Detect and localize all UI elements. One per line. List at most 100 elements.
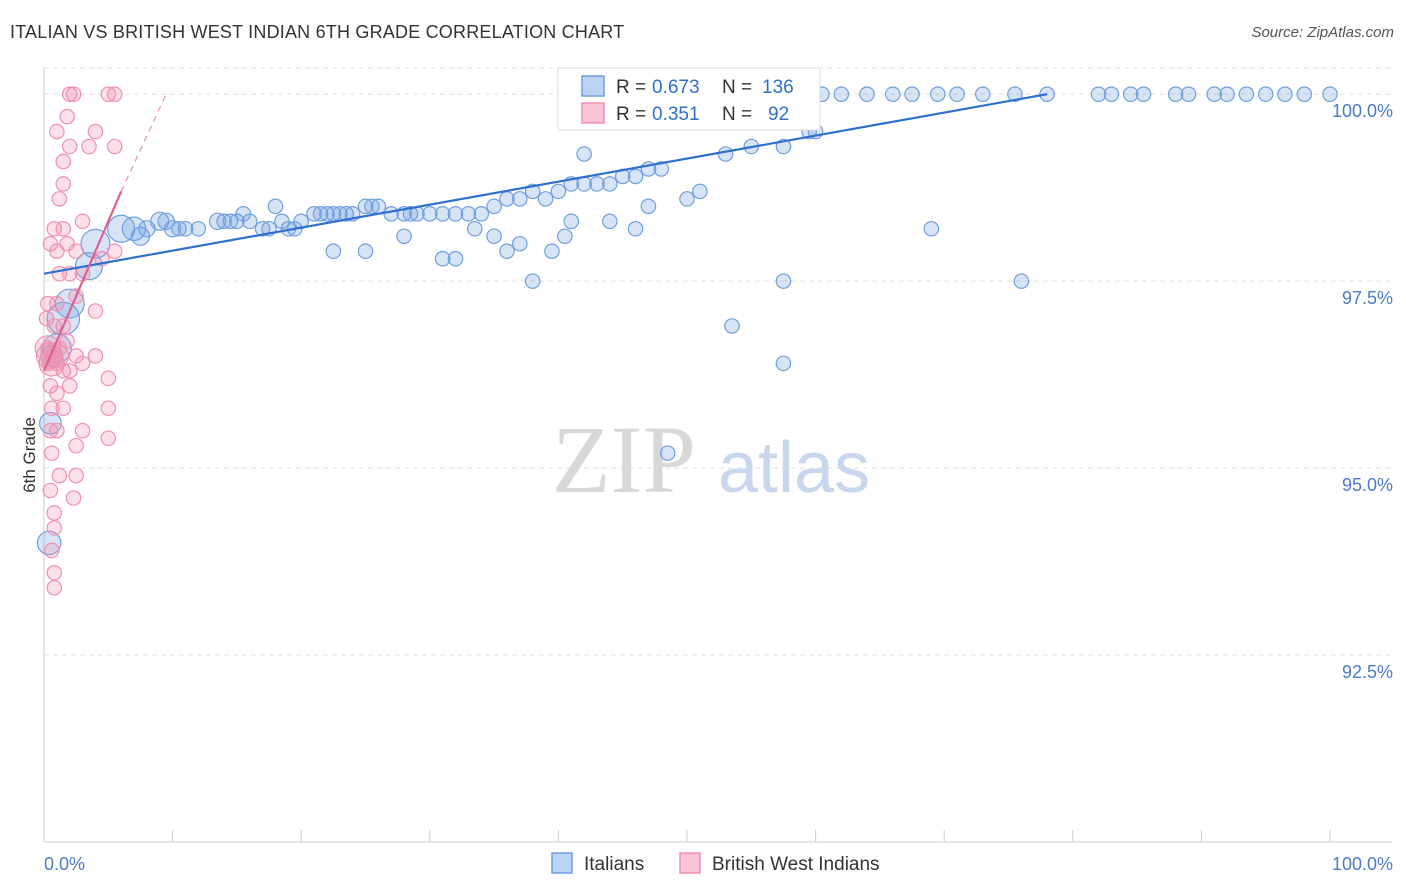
british-west-indians-point [44,343,70,369]
italians-point [241,213,258,230]
italians-point [1013,273,1030,289]
british-west-indians-point [55,220,72,237]
italians-point [36,530,62,556]
british-west-indians-point [49,385,65,402]
italians-point [499,191,515,207]
italians-point [659,445,676,461]
italians-point [589,176,605,192]
italians-point [163,220,182,238]
x-tick-label-max: 100.0% [1332,854,1393,874]
italians-point [724,318,740,334]
italians-point [550,183,567,200]
chart-title: ITALIAN VS BRITISH WEST INDIAN 6TH GRADE… [10,22,625,42]
italians-point [312,206,329,222]
british-west-indians-point [49,295,65,312]
italians-point [512,235,528,252]
italians-point [884,86,901,102]
bottom-legend-british-west-indians: British West Indians [712,854,880,875]
italians-point [486,228,502,245]
italians-point [692,183,708,200]
italians-point [267,198,284,215]
italians-point [544,243,560,260]
italians-point [1206,86,1223,102]
british-west-indians-point [100,400,117,417]
british-west-indians-point [46,505,63,521]
british-west-indians-point [42,482,59,499]
italians-point [447,250,464,267]
italians-point [499,243,515,260]
italians-point [859,86,875,102]
italians-point [775,273,792,289]
british-west-indians-point [43,542,60,559]
british-west-indians-point [55,176,72,192]
bottom-legend-swatch-italians [551,852,573,874]
bottom-legend-swatch-british-west-indians [679,852,701,874]
british-west-indians-point [65,490,82,506]
italians-point [1219,86,1235,102]
italians-point [1167,86,1184,102]
italians-point [370,198,387,215]
y-tick-label: 95.0% [1342,475,1393,495]
italians-point [460,206,477,222]
british-west-indians-point [65,86,82,102]
italians-point [357,243,374,260]
italians-point [467,220,483,237]
italians-point [357,198,374,215]
y-axis-label: 6th Grade [20,417,39,493]
legend-n-value-1: 136 [762,77,794,98]
italians-point [627,220,644,237]
italians-point [325,243,342,260]
y-tick-label: 92.5% [1342,662,1393,682]
legend-r-label-2: R = [616,104,646,125]
british-west-indians-point [61,378,78,394]
italians-point [1122,86,1139,102]
british-west-indians-point [74,213,91,230]
legend-box: R = 0.673 N = 136 R = 0.351 N = 92 [557,67,821,131]
italians-point [1296,86,1313,102]
italians-point [833,86,850,102]
italians-point [929,86,946,102]
italians-point [434,250,451,267]
british-west-indians-point [46,318,63,334]
legend-n-label-1: N = [722,77,752,98]
italians-point [364,198,380,215]
italians-point [1007,86,1023,102]
italians-point [717,146,734,162]
italians-point [208,212,227,231]
italians-point [653,161,670,177]
bottom-legend-italians: Italians [584,854,644,875]
british-west-indians-point [87,348,104,364]
british-west-indians-point [46,579,63,596]
italians-point [1257,86,1274,102]
british-west-indians-point [59,108,75,125]
italians-point [524,273,541,289]
italians-point [563,213,580,230]
watermark-atlas: atlas [718,428,870,508]
british-west-indians-point [42,422,59,439]
british-west-indians-point [43,445,60,461]
italians-point [1135,86,1152,102]
british-west-indians-point [43,400,60,417]
italians-point [1238,86,1255,102]
italians-point [1277,86,1293,102]
italians-point [402,206,419,222]
british-west-indians-point [87,123,104,140]
british-west-indians-point [100,430,117,446]
legend-swatch-british-west-indians [581,102,605,124]
british-west-indians-point [74,355,91,372]
italians-point [473,206,490,222]
italians-point [1090,86,1107,102]
british-west-indians-point [61,86,78,102]
italians-point [1180,86,1197,102]
italians-point [254,220,271,237]
italians-point [447,206,464,222]
italians-point [222,213,239,230]
british-west-indians-point [87,303,104,319]
british-west-indians-point [61,138,78,155]
watermark-zip: ZIP [552,406,696,513]
italians-point [904,86,920,102]
italians-point [434,206,451,222]
italians-point [602,213,618,230]
british-west-indians-point [49,123,65,140]
italians-point [974,86,991,102]
